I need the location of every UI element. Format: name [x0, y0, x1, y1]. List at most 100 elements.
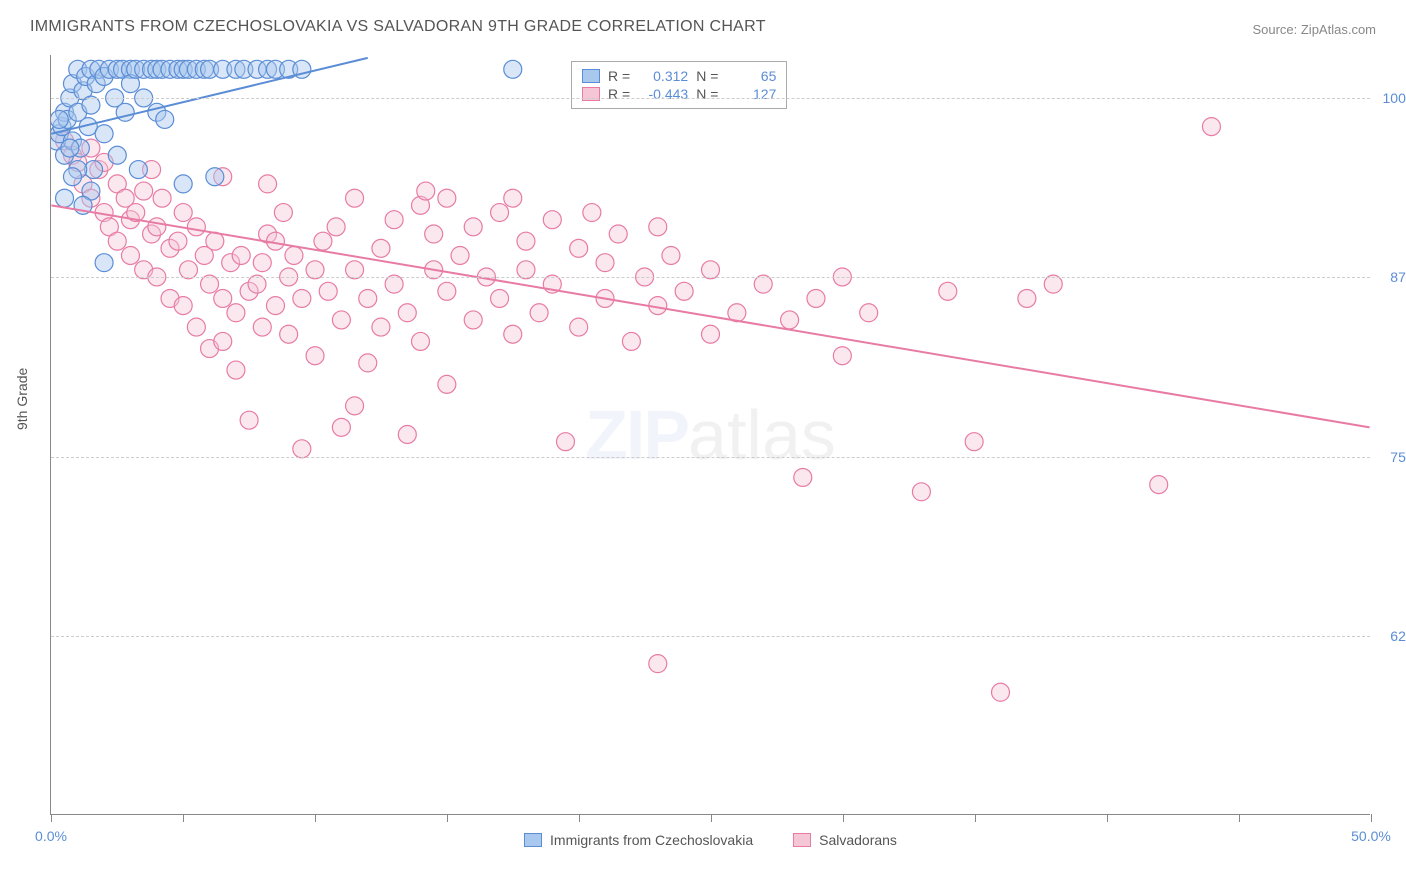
- scatter-point: [156, 110, 174, 128]
- x-tick: [711, 814, 712, 822]
- r-value-2: -0.443: [638, 86, 688, 102]
- scatter-point: [833, 347, 851, 365]
- scatter-point: [438, 282, 456, 300]
- legend-swatch-2: [793, 833, 811, 847]
- gridline-h: [51, 98, 1370, 99]
- scatter-point: [332, 311, 350, 329]
- scatter-point: [609, 225, 627, 243]
- scatter-point: [61, 139, 79, 157]
- scatter-point: [425, 225, 443, 243]
- chart-title: IMMIGRANTS FROM CZECHOSLOVAKIA VS SALVAD…: [30, 18, 766, 36]
- r-label-2: R =: [608, 86, 630, 102]
- swatch-series1: [582, 69, 600, 83]
- scatter-point: [702, 261, 720, 279]
- bottom-legend: Immigrants from Czechoslovakia Salvadora…: [51, 832, 1370, 848]
- scatter-point: [108, 232, 126, 250]
- scatter-point: [135, 182, 153, 200]
- x-tick: [315, 814, 316, 822]
- stats-row-series1: R = 0.312 N = 65: [582, 67, 776, 85]
- scatter-point: [662, 247, 680, 265]
- scatter-point: [280, 325, 298, 343]
- scatter-point: [517, 232, 535, 250]
- scatter-point: [129, 161, 147, 179]
- r-value-1: 0.312: [638, 68, 688, 84]
- scatter-point: [174, 297, 192, 315]
- scatter-point: [543, 211, 561, 229]
- scatter-point: [274, 204, 292, 222]
- scatter-point: [346, 397, 364, 415]
- source-attribution: Source: ZipAtlas.com: [1252, 22, 1376, 37]
- stats-row-series2: R = -0.443 N = 127: [582, 85, 776, 103]
- scatter-point: [781, 311, 799, 329]
- scatter-point: [649, 655, 667, 673]
- scatter-point: [259, 175, 277, 193]
- scatter-point: [1018, 289, 1036, 307]
- scatter-point: [622, 332, 640, 350]
- scatter-point: [530, 304, 548, 322]
- scatter-point: [417, 182, 435, 200]
- scatter-point: [411, 332, 429, 350]
- scatter-point: [306, 261, 324, 279]
- y-tick-label: 100.0%: [1383, 90, 1406, 106]
- scatter-point: [51, 110, 68, 128]
- scatter-point: [56, 189, 74, 207]
- scatter-point: [504, 60, 522, 78]
- legend-label-1: Immigrants from Czechoslovakia: [550, 832, 753, 848]
- x-tick: [447, 814, 448, 822]
- scatter-point: [153, 189, 171, 207]
- scatter-point: [148, 218, 166, 236]
- scatter-point: [912, 483, 930, 501]
- scatter-point: [95, 125, 113, 143]
- n-label-2: N =: [696, 86, 718, 102]
- y-tick-label: 75.0%: [1390, 449, 1406, 465]
- scatter-point: [1202, 118, 1220, 136]
- scatter-point: [491, 204, 509, 222]
- scatter-point: [398, 426, 416, 444]
- scatter-point: [332, 418, 350, 436]
- scatter-point: [327, 218, 345, 236]
- scatter-point: [385, 211, 403, 229]
- scatter-point: [372, 239, 390, 257]
- scatter-point: [95, 254, 113, 272]
- scatter-point: [675, 282, 693, 300]
- scatter-point: [794, 468, 812, 486]
- scatter-point: [214, 289, 232, 307]
- correlation-stats-box: R = 0.312 N = 65 R = -0.443 N = 127: [571, 61, 787, 109]
- scatter-point: [214, 332, 232, 350]
- scatter-point: [491, 289, 509, 307]
- scatter-point: [504, 325, 522, 343]
- scatter-point: [649, 218, 667, 236]
- x-tick: [843, 814, 844, 822]
- scatter-point: [227, 361, 245, 379]
- scatter-point: [359, 289, 377, 307]
- x-tick: [1239, 814, 1240, 822]
- x-tick: [975, 814, 976, 822]
- x-tick-label: 50.0%: [1351, 828, 1391, 844]
- x-tick: [183, 814, 184, 822]
- scatter-point: [807, 289, 825, 307]
- scatter-point: [206, 168, 224, 186]
- chart-svg: [51, 55, 1370, 814]
- scatter-point: [464, 311, 482, 329]
- trend-line: [51, 205, 1369, 427]
- gridline-h: [51, 277, 1370, 278]
- scatter-point: [451, 247, 469, 265]
- y-tick-label: 62.5%: [1390, 628, 1406, 644]
- scatter-point: [570, 318, 588, 336]
- scatter-point: [1150, 476, 1168, 494]
- scatter-point: [306, 347, 324, 365]
- scatter-point: [285, 247, 303, 265]
- x-tick: [1371, 814, 1372, 822]
- y-tick-label: 87.5%: [1390, 269, 1406, 285]
- scatter-point: [438, 189, 456, 207]
- scatter-point: [314, 232, 332, 250]
- scatter-point: [174, 175, 192, 193]
- scatter-point: [174, 204, 192, 222]
- r-label-1: R =: [608, 68, 630, 84]
- scatter-point: [517, 261, 535, 279]
- n-value-1: 65: [726, 68, 776, 84]
- scatter-point: [992, 683, 1010, 701]
- chart-plot-area: ZIPatlas R = 0.312 N = 65 R = -0.443 N =…: [50, 55, 1370, 815]
- scatter-point: [108, 146, 126, 164]
- legend-swatch-1: [524, 833, 542, 847]
